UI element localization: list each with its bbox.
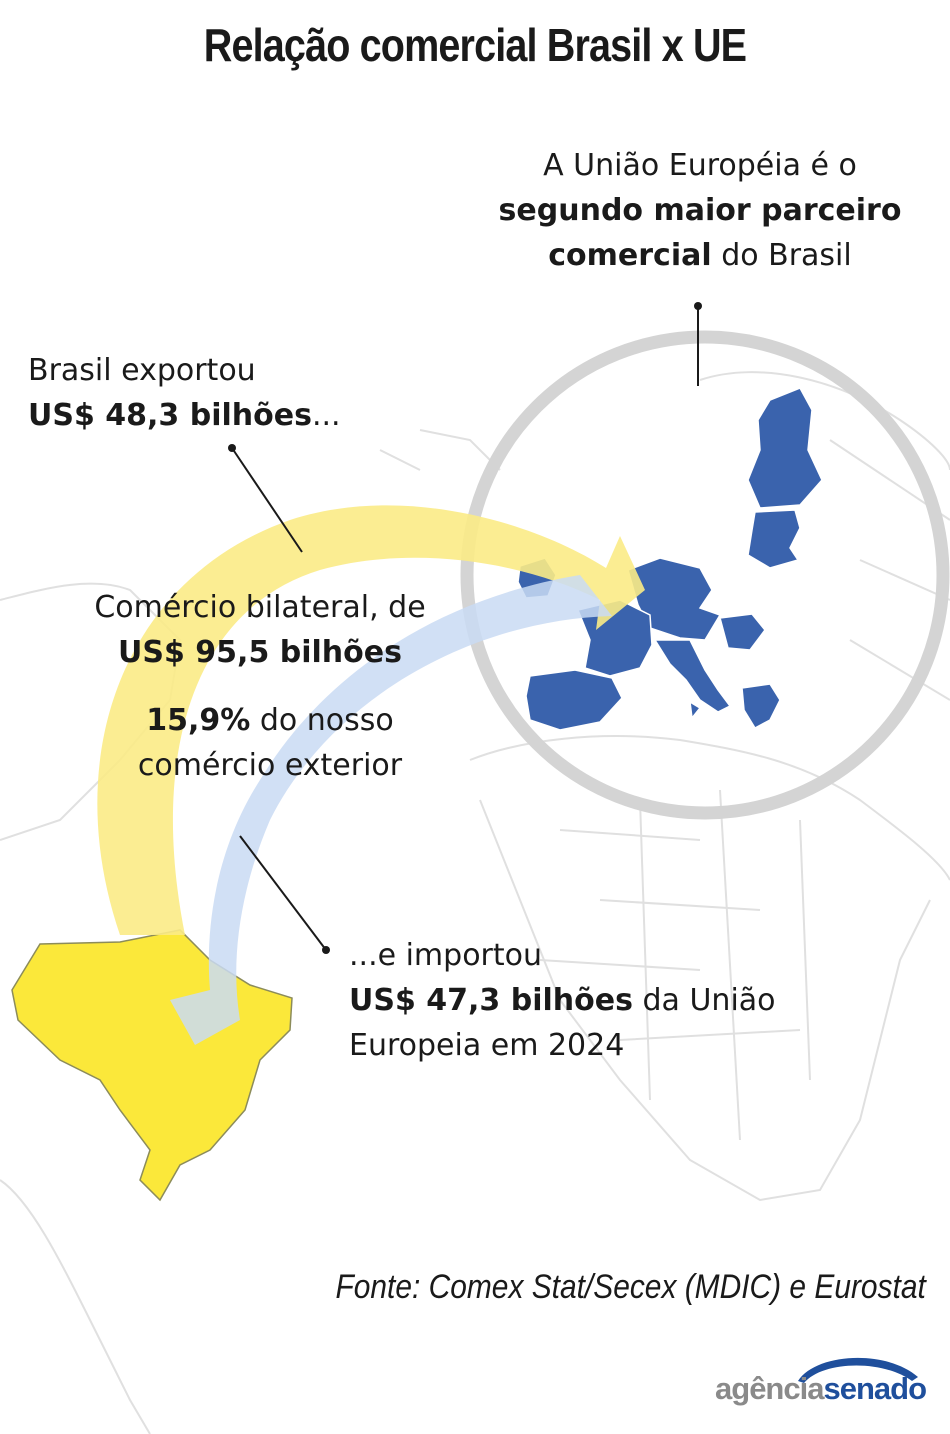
eu-note-bold: segundo maior parceiro comercial <box>498 193 902 273</box>
bilateral-note-value: US$ 95,5 bilhões <box>118 635 402 670</box>
eu-highlight-circle <box>460 330 950 820</box>
export-arrow <box>97 505 646 935</box>
export-note-rest: ... <box>311 398 341 433</box>
baltic-shape <box>747 509 801 569</box>
logo-text-agencia: agência <box>715 1371 824 1406</box>
bilateral-note-line1: Comércio bilateral, de <box>94 590 426 625</box>
source-credit: Fonte: Comex Stat/Secex (MDIC) e Eurosta… <box>335 1268 926 1306</box>
leader-lines <box>231 306 699 951</box>
share-note: 15,9% do nosso comércio exterior <box>90 698 450 788</box>
logo-arc-icon <box>798 1357 918 1383</box>
greece-shape <box>741 683 781 729</box>
background-continents <box>0 371 950 1434</box>
import-note-rest: da União Europeia em 2024 <box>349 983 776 1063</box>
island-shape <box>689 700 702 720</box>
export-note: Brasil exportou US$ 48,3 bilhões... <box>28 348 448 438</box>
infographic-title: Relação comercial Brasil x UE <box>203 19 747 71</box>
iberia-shape <box>525 669 623 731</box>
import-leader-line <box>239 835 327 951</box>
finland-shape <box>747 387 823 509</box>
eu-note-rest: do Brasil <box>711 238 852 273</box>
balkans-shape <box>719 613 766 651</box>
export-leader-line <box>231 447 303 553</box>
italy-shape <box>653 639 732 713</box>
export-note-value: US$ 48,3 bilhões <box>28 398 312 433</box>
share-note-value: 15,9% <box>146 703 251 738</box>
france-shape <box>576 599 653 677</box>
eu-partner-note: A União Européia é o segundo maior parce… <box>470 143 930 278</box>
share-note-rest: do nosso comércio exterior <box>137 703 403 783</box>
eu-note-line1: A União Européia é o <box>543 148 857 183</box>
import-note-line1: ...e importou <box>349 938 543 973</box>
brazil-shape <box>11 929 293 1202</box>
import-note-value: US$ 47,3 bilhões <box>349 983 633 1018</box>
export-note-line1: Brasil exportou <box>28 353 256 388</box>
import-arrow <box>170 575 612 1045</box>
import-note: ...e importou US$ 47,3 bilhões da União … <box>349 933 829 1068</box>
bilateral-note: Comércio bilateral, de US$ 95,5 bilhões <box>60 585 460 675</box>
agencia-senado-logo: agênciasenado <box>686 1345 927 1411</box>
logo-text-senado: senado <box>823 1371 927 1406</box>
